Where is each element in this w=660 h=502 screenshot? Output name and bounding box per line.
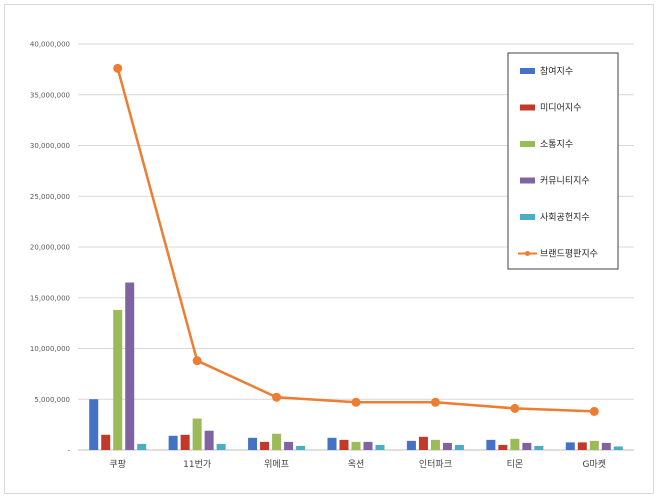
y-tick-label: - [67, 447, 70, 455]
legend-line-marker [525, 251, 530, 256]
bar: 옥션 소통지수: 800000 [351, 441, 361, 450]
bar: 옥션 미디어지수: 1000000 [339, 439, 349, 450]
y-tick-label: 5,000,000 [34, 396, 70, 404]
legend-swatch [520, 68, 535, 74]
bar: 인터파크 사회공헌지수: 500000 [454, 444, 464, 450]
bar: 11번가 커뮤니티지수: 1900000 [204, 430, 214, 450]
x-category-label: 11번가 [183, 459, 211, 470]
bar: 쿠팡 참여지수: 5000000 [89, 399, 99, 450]
bar: 옥션 참여지수: 1200000 [327, 437, 337, 450]
bar: 옥션 사회공헌지수: 500000 [375, 444, 385, 450]
legend-label: 사회공헌지수 [540, 212, 590, 223]
y-tick-label: 15,000,000 [30, 294, 70, 302]
y-tick-label: 30,000,000 [30, 142, 70, 150]
legend-label: 브랜드평판지수 [540, 249, 598, 260]
y-tick-label: 25,000,000 [30, 193, 70, 201]
bar: 티몬 소통지수: 1100000 [510, 438, 520, 450]
x-category-label: G마켓 [583, 459, 607, 470]
bar: G마켓 소통지수: 900000 [589, 440, 599, 450]
line-point [272, 392, 282, 402]
bar: 인터파크 커뮤니티지수: 700000 [442, 442, 452, 450]
bar: 옥션 커뮤니티지수: 800000 [363, 441, 373, 450]
bar: G마켓 사회공헌지수: 350000 [613, 446, 623, 450]
legend-label: 참여지수 [540, 65, 573, 77]
y-axis-tick-labels: - 5,000,000 10,000,000 15,000,000 20,000,000… [30, 41, 71, 455]
bar: 11번가 참여지수: 1400000 [168, 435, 178, 450]
line-point [192, 356, 202, 366]
y-tick-label: 40,000,000 [30, 41, 70, 49]
legend-label: 커뮤니티지수 [540, 176, 590, 187]
bar: 인터파크 미디어지수: 1300000 [418, 436, 428, 450]
bar: 위메프 소통지수: 1600000 [272, 433, 282, 450]
bar: 티몬 사회공헌지수: 400000 [534, 445, 544, 450]
bar: 위메프 참여지수: 1200000 [248, 437, 258, 450]
bar: 11번가 사회공헌지수: 600000 [216, 443, 226, 450]
line-point [113, 63, 123, 73]
bar: 티몬 커뮤니티지수: 700000 [522, 442, 532, 450]
bar: 쿠팡 커뮤니티지수: 16500000 [125, 282, 135, 450]
bar: 인터파크 소통지수: 1000000 [430, 439, 440, 450]
bar: 쿠팡 미디어지수: 1500000 [101, 434, 111, 450]
bar: 11번가 소통지수: 3100000 [192, 418, 202, 450]
x-axis-category-labels: 쿠팡 11번가 위메프 옥션 인터파크 티몬 G마켓 [109, 459, 606, 470]
x-category-label: 옥션 [348, 459, 365, 470]
line-point [430, 397, 440, 407]
legend-swatch [520, 214, 535, 220]
bar: G마켓 참여지수: 750000 [565, 442, 575, 450]
line-point [510, 403, 520, 413]
bar: G마켓 커뮤니티지수: 700000 [601, 442, 611, 450]
legend-label: 미디어지수 [540, 103, 581, 114]
bar: 쿠팡 소통지수: 13800000 [113, 309, 123, 450]
reputation-line [113, 63, 599, 416]
legend-swatch [520, 104, 535, 111]
x-category-label: 위메프 [264, 459, 289, 470]
legend-swatch [520, 141, 535, 147]
legend-box [507, 52, 619, 270]
bar: 위메프 미디어지수: 800000 [260, 441, 270, 450]
bar: 티몬 참여지수: 1000000 [486, 439, 496, 450]
line-point [351, 397, 361, 407]
x-category-label: 티몬 [507, 459, 524, 470]
bar: 인터파크 참여지수: 900000 [406, 440, 416, 450]
x-category-label: 쿠팡 [109, 459, 126, 470]
y-tick-label: 20,000,000 [30, 244, 70, 252]
legend-swatch [520, 177, 535, 184]
bars: 쿠팡 참여지수: 5000000쿠팡 미디어지수: 1500000쿠팡 소통지수… [89, 282, 623, 450]
bar: 위메프 커뮤니티지수: 800000 [284, 441, 294, 450]
bar: G마켓 미디어지수: 750000 [577, 442, 587, 450]
bar: 11번가 미디어지수: 1500000 [180, 434, 190, 450]
bar: 쿠팡 사회공헌지수: 600000 [137, 443, 147, 450]
line-point [589, 406, 599, 416]
legend-label: 소통지수 [540, 139, 573, 150]
y-tick-label: 35,000,000 [30, 91, 70, 99]
bar: 위메프 사회공헌지수: 400000 [296, 445, 306, 450]
y-tick-label: 10,000,000 [30, 345, 70, 353]
x-category-label: 인터파크 [419, 459, 452, 470]
bar: 티몬 미디어지수: 500000 [498, 444, 508, 450]
